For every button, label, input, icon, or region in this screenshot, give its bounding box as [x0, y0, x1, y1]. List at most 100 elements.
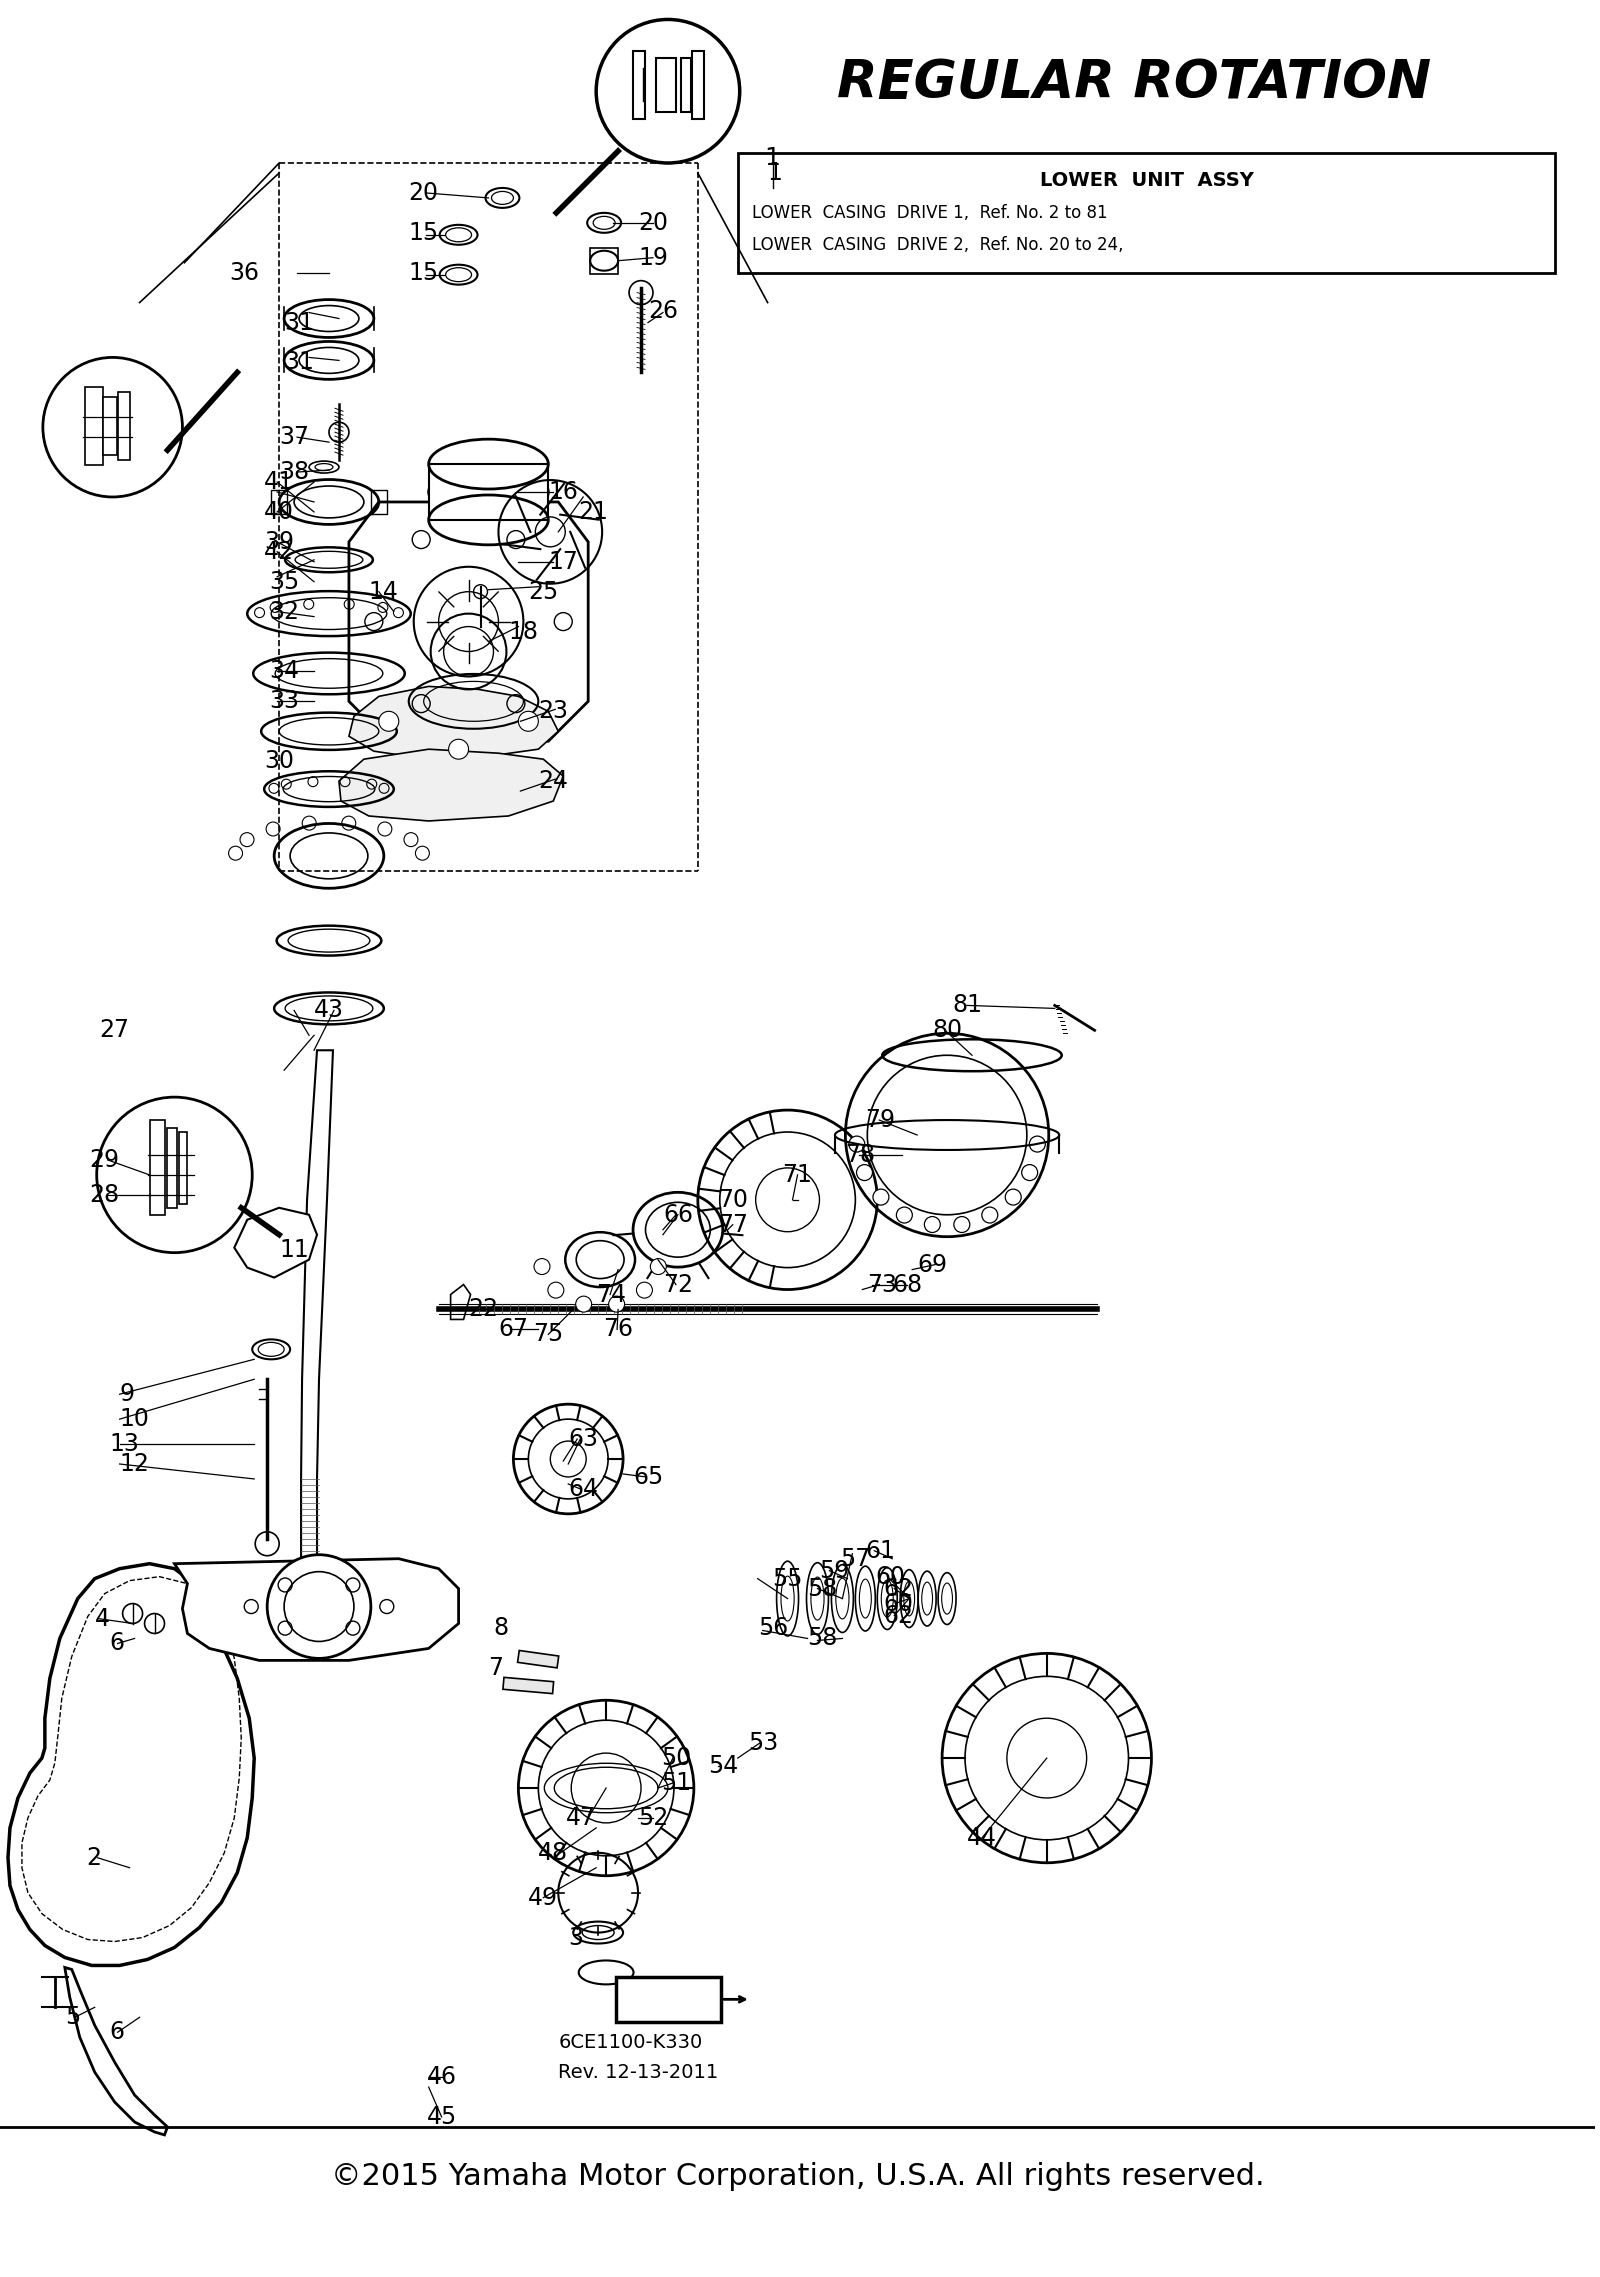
Text: 29: 29 [90, 1148, 120, 1173]
Text: 62: 62 [883, 1603, 914, 1628]
Text: 21: 21 [578, 501, 608, 524]
Text: 46: 46 [427, 2065, 456, 2088]
Text: 1: 1 [768, 162, 782, 184]
Text: 28: 28 [90, 1182, 120, 1207]
Text: 70: 70 [718, 1189, 747, 1211]
Text: 68: 68 [893, 1273, 922, 1296]
Text: 53: 53 [747, 1731, 778, 1756]
Text: 42: 42 [264, 540, 294, 565]
Bar [616, 1976, 720, 2022]
Text: 17: 17 [549, 549, 578, 574]
Text: 37: 37 [278, 426, 309, 449]
Polygon shape [349, 685, 558, 758]
Text: ©2015 Yamaha Motor Corporation, U.S.A. All rights reserved.: ©2015 Yamaha Motor Corporation, U.S.A. A… [331, 2163, 1264, 2190]
Text: 47: 47 [566, 1806, 597, 1831]
Circle shape [925, 1216, 941, 1232]
Text: REGULAR ROTATION: REGULAR ROTATION [837, 57, 1432, 109]
Text: 24: 24 [538, 770, 568, 792]
Text: 50: 50 [661, 1746, 691, 1769]
Text: 52: 52 [638, 1806, 669, 1831]
Text: 63: 63 [568, 1428, 598, 1450]
Text: 73: 73 [867, 1273, 898, 1296]
Text: 80: 80 [933, 1018, 962, 1043]
Text: 48: 48 [538, 1840, 568, 1865]
Text: 35: 35 [269, 569, 299, 594]
Circle shape [285, 1571, 354, 1642]
Text: 15: 15 [408, 221, 438, 246]
Text: 66: 66 [662, 1202, 693, 1227]
Text: 55: 55 [773, 1567, 803, 1592]
Text: Rev. 12-13-2011: Rev. 12-13-2011 [558, 2063, 718, 2081]
Text: 14: 14 [370, 581, 398, 603]
Circle shape [896, 1207, 912, 1223]
Text: 16: 16 [549, 480, 578, 503]
Bar [656, 59, 675, 112]
Circle shape [1022, 1164, 1038, 1179]
Text: 61: 61 [866, 1539, 896, 1562]
Text: 6CE1100-K330: 6CE1100-K330 [558, 2033, 702, 2052]
Circle shape [982, 1207, 998, 1223]
Bar [590, 248, 618, 273]
Text: 4: 4 [94, 1608, 110, 1630]
Circle shape [379, 710, 398, 731]
Text: 12: 12 [120, 1453, 149, 1475]
Circle shape [954, 1216, 970, 1232]
Text: 41: 41 [264, 469, 294, 494]
Text: 57: 57 [840, 1546, 870, 1571]
Text: 51: 51 [661, 1772, 691, 1794]
Text: 45: 45 [427, 2104, 458, 2129]
Text: 54: 54 [707, 1753, 738, 1778]
Circle shape [267, 1555, 371, 1658]
Bar [691, 52, 704, 118]
Bar [168, 1127, 178, 1207]
Circle shape [608, 1296, 624, 1312]
Bar [502, 1678, 554, 1694]
Text: 15: 15 [408, 260, 438, 285]
Text: 59: 59 [819, 1560, 850, 1583]
Text: 60: 60 [883, 1592, 914, 1617]
Circle shape [534, 1259, 550, 1275]
Circle shape [518, 710, 538, 731]
Text: 76: 76 [603, 1318, 634, 1341]
Polygon shape [234, 1207, 317, 1277]
Text: 32: 32 [269, 599, 299, 624]
Polygon shape [174, 1560, 459, 1660]
Text: 25: 25 [528, 581, 558, 603]
Text: 18: 18 [509, 619, 539, 644]
Circle shape [43, 357, 182, 496]
Text: 27: 27 [99, 1018, 130, 1043]
Bar [371, 490, 387, 515]
Text: 6: 6 [110, 1630, 125, 1655]
Text: 31: 31 [285, 351, 314, 373]
Text: 1: 1 [765, 146, 781, 171]
Polygon shape [339, 749, 563, 822]
Circle shape [547, 1282, 563, 1298]
Text: 58: 58 [808, 1576, 838, 1601]
Polygon shape [64, 1967, 168, 2136]
Bar [517, 1651, 558, 1667]
Bar [85, 387, 102, 465]
Text: 5: 5 [64, 2006, 80, 2029]
Bar [118, 392, 130, 460]
Text: 31: 31 [285, 310, 314, 335]
Text: 8: 8 [493, 1617, 509, 1639]
Text: 20: 20 [638, 212, 669, 235]
Text: 40: 40 [264, 501, 294, 524]
Text: 11: 11 [278, 1239, 309, 1261]
Text: 81: 81 [952, 993, 982, 1018]
Text: 62: 62 [883, 1576, 914, 1601]
Text: 9: 9 [120, 1382, 134, 1407]
Text: 74: 74 [597, 1282, 626, 1307]
Text: 36: 36 [229, 260, 259, 285]
Text: 38: 38 [278, 460, 309, 485]
Text: 56: 56 [758, 1617, 787, 1639]
Text: LOWER  CASING  DRIVE 2,  Ref. No. 20 to 24,: LOWER CASING DRIVE 2, Ref. No. 20 to 24, [752, 237, 1123, 253]
Text: 67: 67 [499, 1318, 528, 1341]
Bar [270, 490, 286, 515]
Circle shape [637, 1282, 653, 1298]
Bar [179, 1132, 187, 1205]
Circle shape [597, 20, 739, 164]
Text: 10: 10 [120, 1407, 149, 1432]
Circle shape [96, 1098, 253, 1252]
Text: 49: 49 [528, 1885, 558, 1910]
